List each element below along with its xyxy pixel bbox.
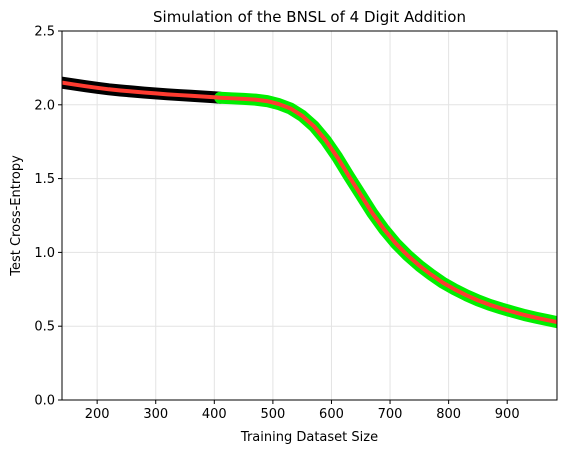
y-tick-label: 2.0 (34, 98, 55, 113)
y-tick-label: 2.5 (34, 25, 55, 40)
x-axis-label: Training Dataset Size (240, 430, 378, 445)
y-axis-label: Test Cross-Entropy (9, 155, 24, 277)
x-tick-label: 300 (143, 407, 168, 422)
x-tick-label: 500 (260, 407, 285, 422)
chart-title: Simulation of the BNSL of 4 Digit Additi… (153, 8, 466, 26)
x-tick-label: 900 (495, 407, 520, 422)
y-tick-label: 0.5 (34, 320, 55, 335)
x-tick-label: 800 (436, 407, 461, 422)
x-tick-label: 200 (85, 407, 110, 422)
y-tick-label: 1.5 (34, 172, 55, 187)
x-tick-label: 400 (202, 407, 227, 422)
y-tick-label: 0.0 (34, 394, 55, 409)
x-tick-label: 600 (319, 407, 344, 422)
x-tick-label: 700 (378, 407, 403, 422)
y-tick-label: 1.0 (34, 246, 55, 261)
